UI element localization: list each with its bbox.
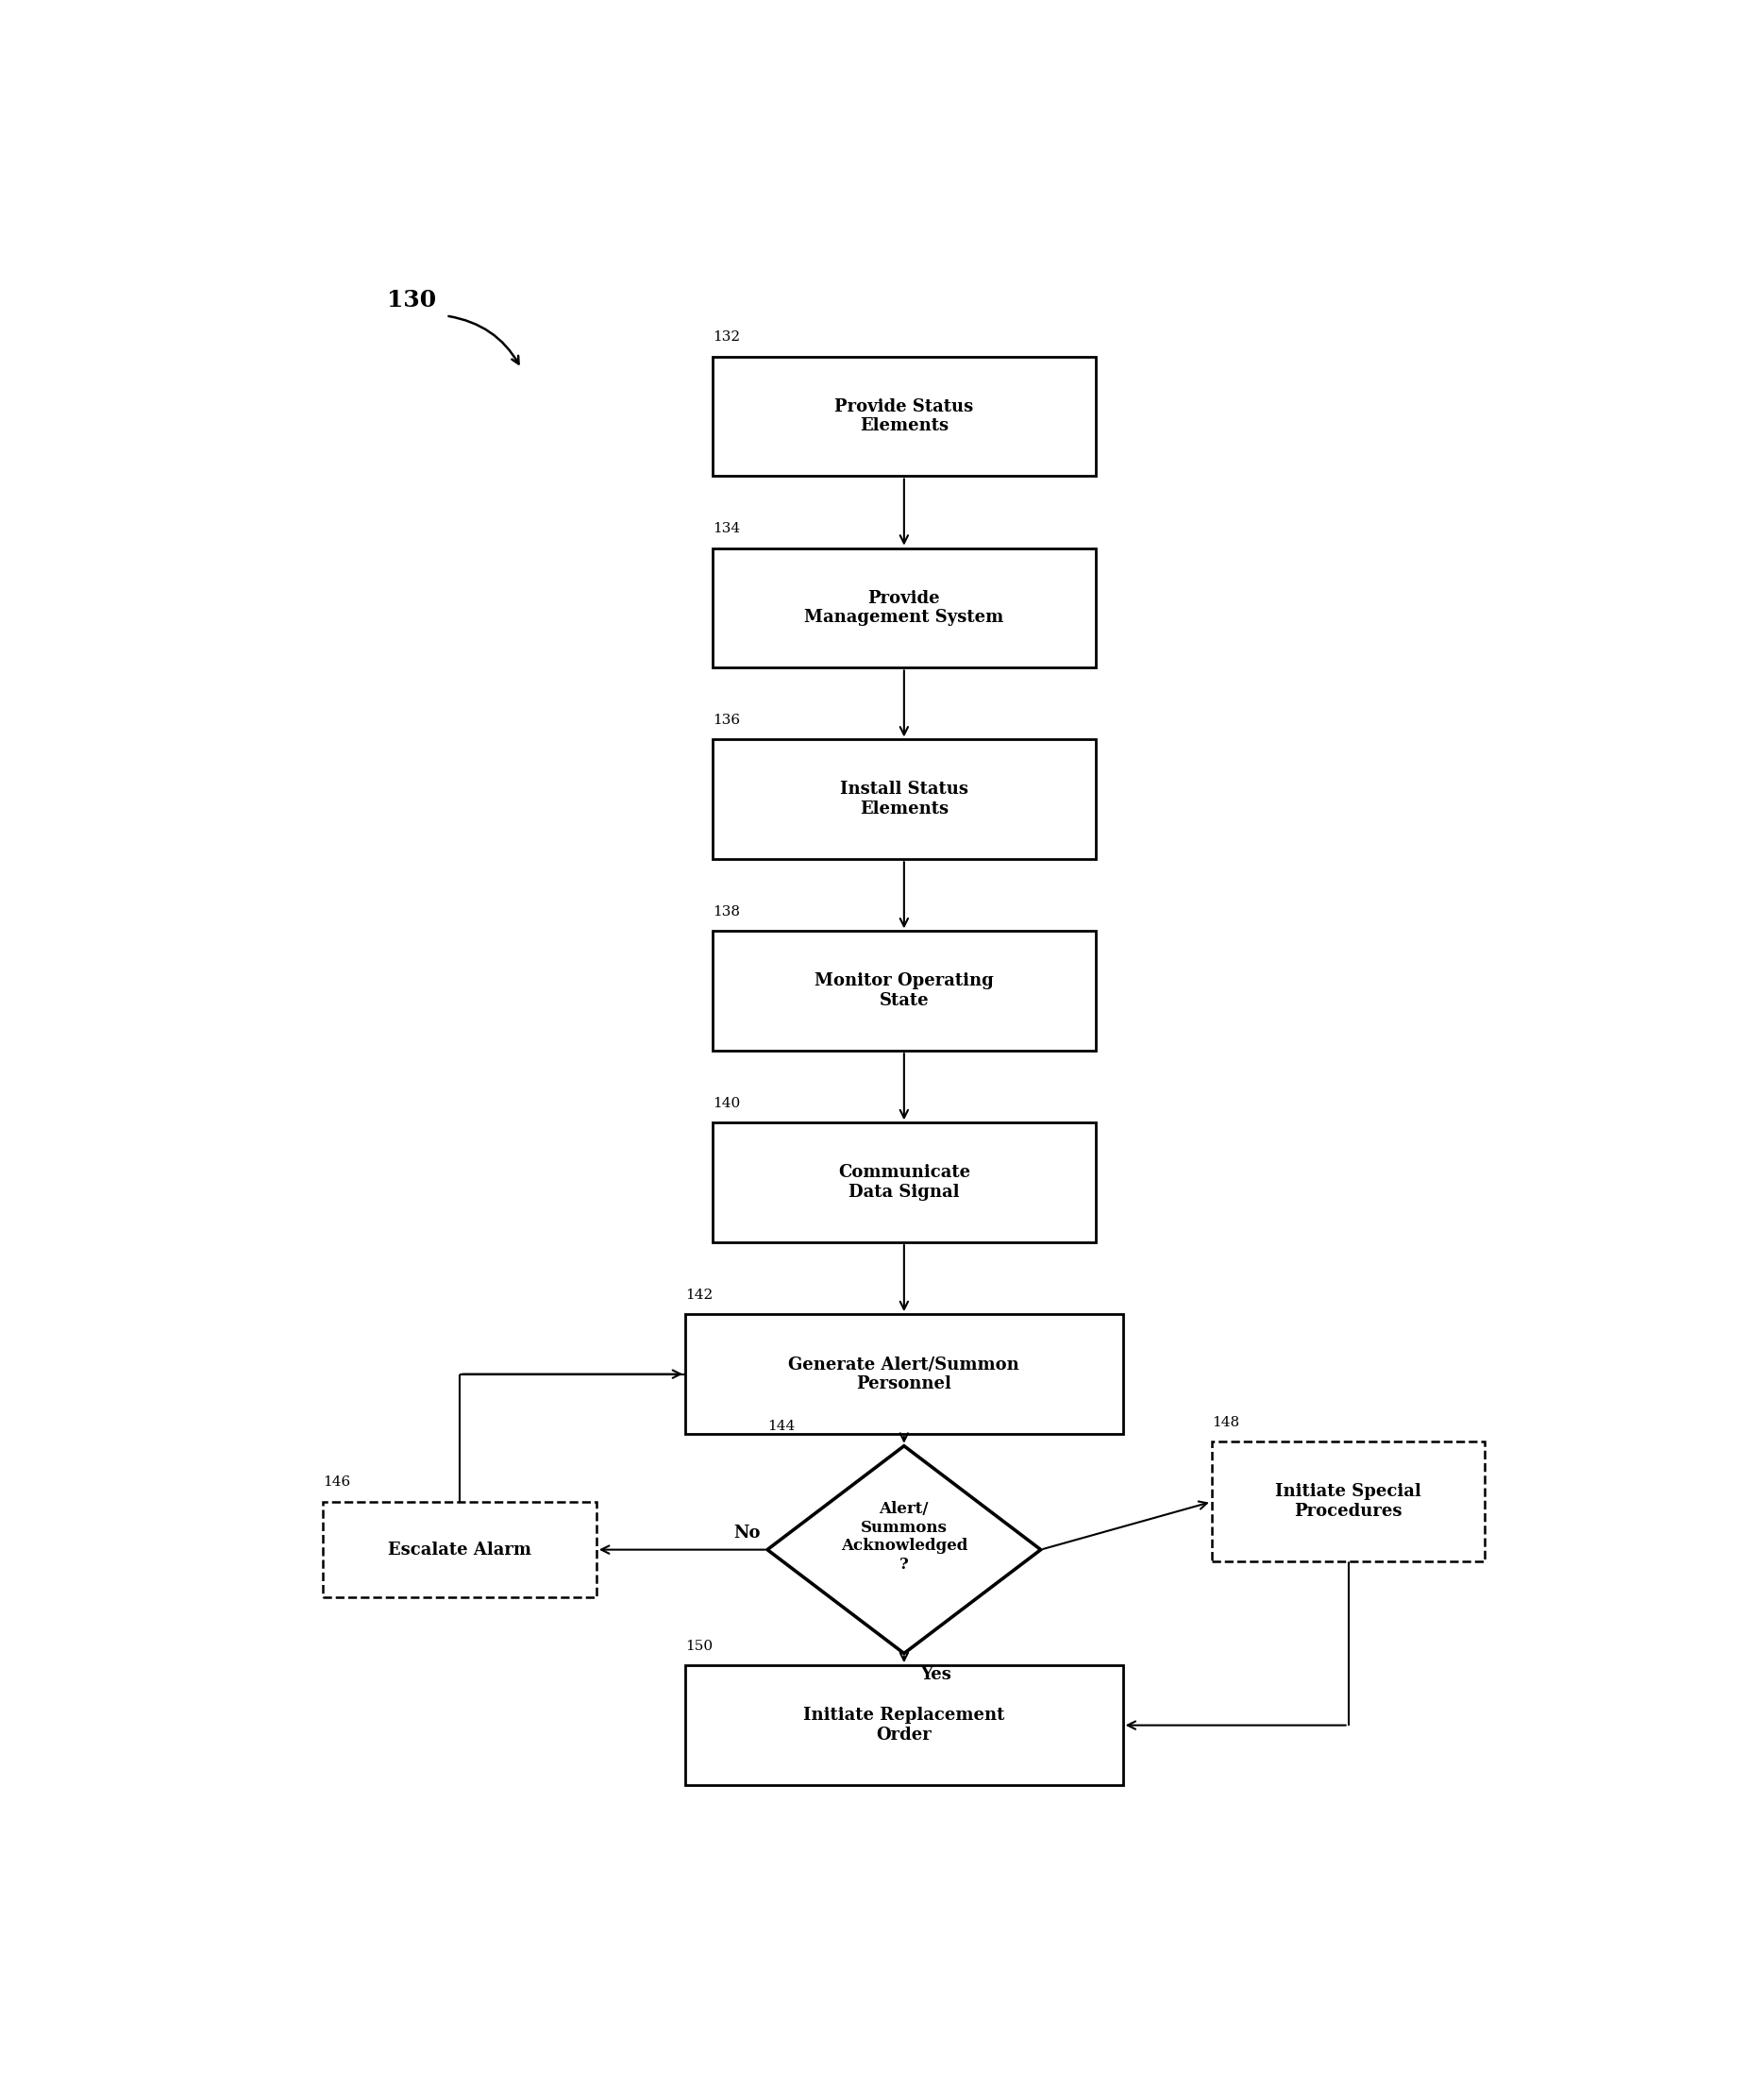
Polygon shape: [767, 1447, 1041, 1654]
FancyBboxPatch shape: [713, 931, 1095, 1051]
Text: 140: 140: [713, 1097, 741, 1109]
Text: 138: 138: [713, 906, 741, 918]
FancyBboxPatch shape: [713, 547, 1095, 668]
Text: 132: 132: [713, 330, 741, 344]
Text: Escalate Alarm: Escalate Alarm: [388, 1540, 531, 1559]
Text: Install Status
Elements: Install Status Elements: [840, 782, 968, 817]
Text: Alert/
Summons
Acknowledged
?: Alert/ Summons Acknowledged ?: [841, 1501, 967, 1573]
FancyBboxPatch shape: [684, 1314, 1122, 1435]
FancyBboxPatch shape: [713, 357, 1095, 477]
Text: No: No: [734, 1526, 760, 1542]
Text: Initiate Special
Procedures: Initiate Special Procedures: [1275, 1484, 1422, 1520]
Text: Yes: Yes: [921, 1667, 951, 1683]
FancyArrowPatch shape: [448, 317, 519, 365]
FancyBboxPatch shape: [713, 740, 1095, 860]
Text: 144: 144: [767, 1420, 796, 1432]
Text: 142: 142: [684, 1287, 713, 1302]
Text: Provide
Management System: Provide Management System: [804, 589, 1004, 626]
FancyBboxPatch shape: [713, 1124, 1095, 1242]
Text: 146: 146: [323, 1476, 351, 1488]
Text: Initiate Replacement
Order: Initiate Replacement Order: [803, 1706, 1005, 1743]
Text: 136: 136: [713, 713, 741, 728]
Text: Generate Alert/Summon
Personnel: Generate Alert/Summon Personnel: [789, 1356, 1020, 1393]
Text: 148: 148: [1212, 1416, 1238, 1428]
FancyBboxPatch shape: [323, 1501, 596, 1598]
Text: Provide Status
Elements: Provide Status Elements: [834, 398, 974, 435]
FancyBboxPatch shape: [1212, 1443, 1485, 1561]
Text: 130: 130: [388, 288, 436, 311]
FancyBboxPatch shape: [684, 1665, 1122, 1785]
Text: 134: 134: [713, 522, 741, 535]
Text: Communicate
Data Signal: Communicate Data Signal: [838, 1165, 970, 1200]
Text: 150: 150: [684, 1640, 713, 1652]
Text: Monitor Operating
State: Monitor Operating State: [815, 972, 993, 1010]
